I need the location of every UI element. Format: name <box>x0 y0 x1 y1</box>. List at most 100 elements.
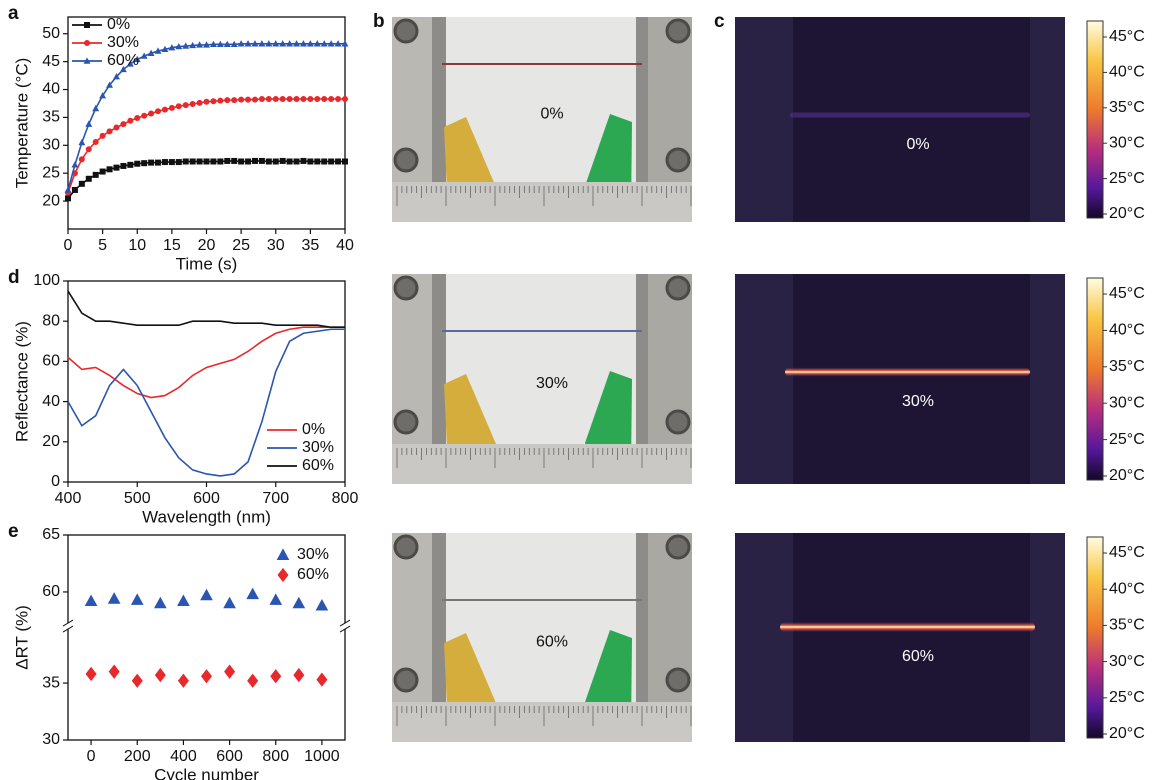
marker <box>314 96 321 103</box>
colorbar-label: 45°C <box>1109 285 1145 302</box>
marker <box>106 166 113 173</box>
legend-label: 60% <box>302 457 334 474</box>
marker <box>182 42 190 49</box>
marker <box>203 98 210 105</box>
marker <box>244 40 252 47</box>
marker <box>269 593 283 605</box>
metal-plate <box>432 274 446 444</box>
marker <box>203 41 210 48</box>
x-tick-label: 700 <box>262 490 289 507</box>
photo-label: 30% <box>536 375 568 392</box>
marker <box>307 96 314 103</box>
marker <box>286 158 293 165</box>
screw <box>393 275 419 301</box>
colorbar <box>1086 277 1104 481</box>
x-tick-label: 5 <box>98 237 107 254</box>
colorbar-label: 35°C <box>1109 99 1145 116</box>
legend-label: 60% <box>107 52 139 69</box>
marker <box>307 158 314 165</box>
x-tick-label: 500 <box>124 490 151 507</box>
marker <box>155 108 162 115</box>
marker <box>85 120 93 127</box>
marker <box>238 96 245 103</box>
thermal-clamp <box>735 533 793 742</box>
marker <box>133 55 141 63</box>
photo-label: 0% <box>540 106 563 123</box>
marker <box>293 667 305 683</box>
x-tick-label: 800 <box>262 748 289 765</box>
colorbar-label: 25°C <box>1109 689 1145 706</box>
marker <box>316 672 328 687</box>
legend-label: 0% <box>302 421 325 438</box>
marker <box>154 596 167 609</box>
marker <box>327 40 335 47</box>
marker <box>258 157 265 164</box>
marker <box>108 664 120 679</box>
marker <box>314 158 321 165</box>
marker <box>113 164 120 171</box>
marker <box>342 158 348 165</box>
marker <box>161 45 169 53</box>
marker <box>258 96 265 103</box>
marker <box>126 60 134 67</box>
marker <box>209 40 217 48</box>
colorbar-label: 20°C <box>1109 205 1145 222</box>
marker <box>272 96 279 103</box>
thermal-label: 0% <box>906 136 929 153</box>
marker <box>161 106 168 113</box>
marker <box>84 594 98 607</box>
marker <box>334 40 342 47</box>
y-tick-label: 40 <box>42 81 60 98</box>
x-tick-label: 15 <box>163 237 181 254</box>
marker <box>177 673 189 688</box>
marker <box>78 180 85 187</box>
marker <box>231 157 238 164</box>
marker <box>279 96 286 103</box>
colorbar <box>1086 536 1104 739</box>
colorbar-label: 45°C <box>1109 28 1145 45</box>
panel-label: c <box>714 11 725 32</box>
marker <box>134 114 141 121</box>
marker <box>223 596 236 609</box>
marker <box>148 159 155 166</box>
marker <box>148 110 155 117</box>
colorbar <box>1086 20 1104 219</box>
marker <box>130 593 144 605</box>
colorbar-label: 35°C <box>1109 617 1145 634</box>
marker <box>321 96 328 103</box>
marker <box>224 157 231 164</box>
marker <box>106 81 113 88</box>
marker <box>99 132 106 139</box>
panel-label: d <box>8 267 20 288</box>
marker <box>300 96 307 103</box>
legend-label: 0% <box>107 16 130 33</box>
x-tick-label: 400 <box>170 748 197 765</box>
hot-wire <box>780 622 1035 632</box>
y-tick-label: 30 <box>42 731 60 748</box>
photo: 0% <box>392 17 692 222</box>
screw <box>393 18 419 44</box>
marker <box>85 146 92 153</box>
marker <box>78 138 86 146</box>
axis-break-mark <box>62 619 74 627</box>
panel-label: b <box>373 11 385 32</box>
legend-label: 30% <box>297 546 329 563</box>
colorbar-label: 45°C <box>1109 544 1145 561</box>
marker <box>92 104 100 112</box>
y-tick-label: 50 <box>42 25 60 42</box>
y-tick-label: 30 <box>42 137 60 154</box>
marker <box>328 96 335 103</box>
marker <box>251 96 258 103</box>
axis-break-mark <box>339 619 351 627</box>
x-axis-label: Cycle number <box>154 765 259 780</box>
marker <box>292 596 306 609</box>
marker <box>237 40 245 47</box>
marker <box>134 160 141 167</box>
marker <box>245 96 252 103</box>
axis-break-mark <box>339 625 351 633</box>
marker <box>223 40 231 48</box>
marker <box>140 52 148 59</box>
marker <box>217 97 224 104</box>
marker <box>238 158 245 165</box>
marker <box>175 159 182 166</box>
